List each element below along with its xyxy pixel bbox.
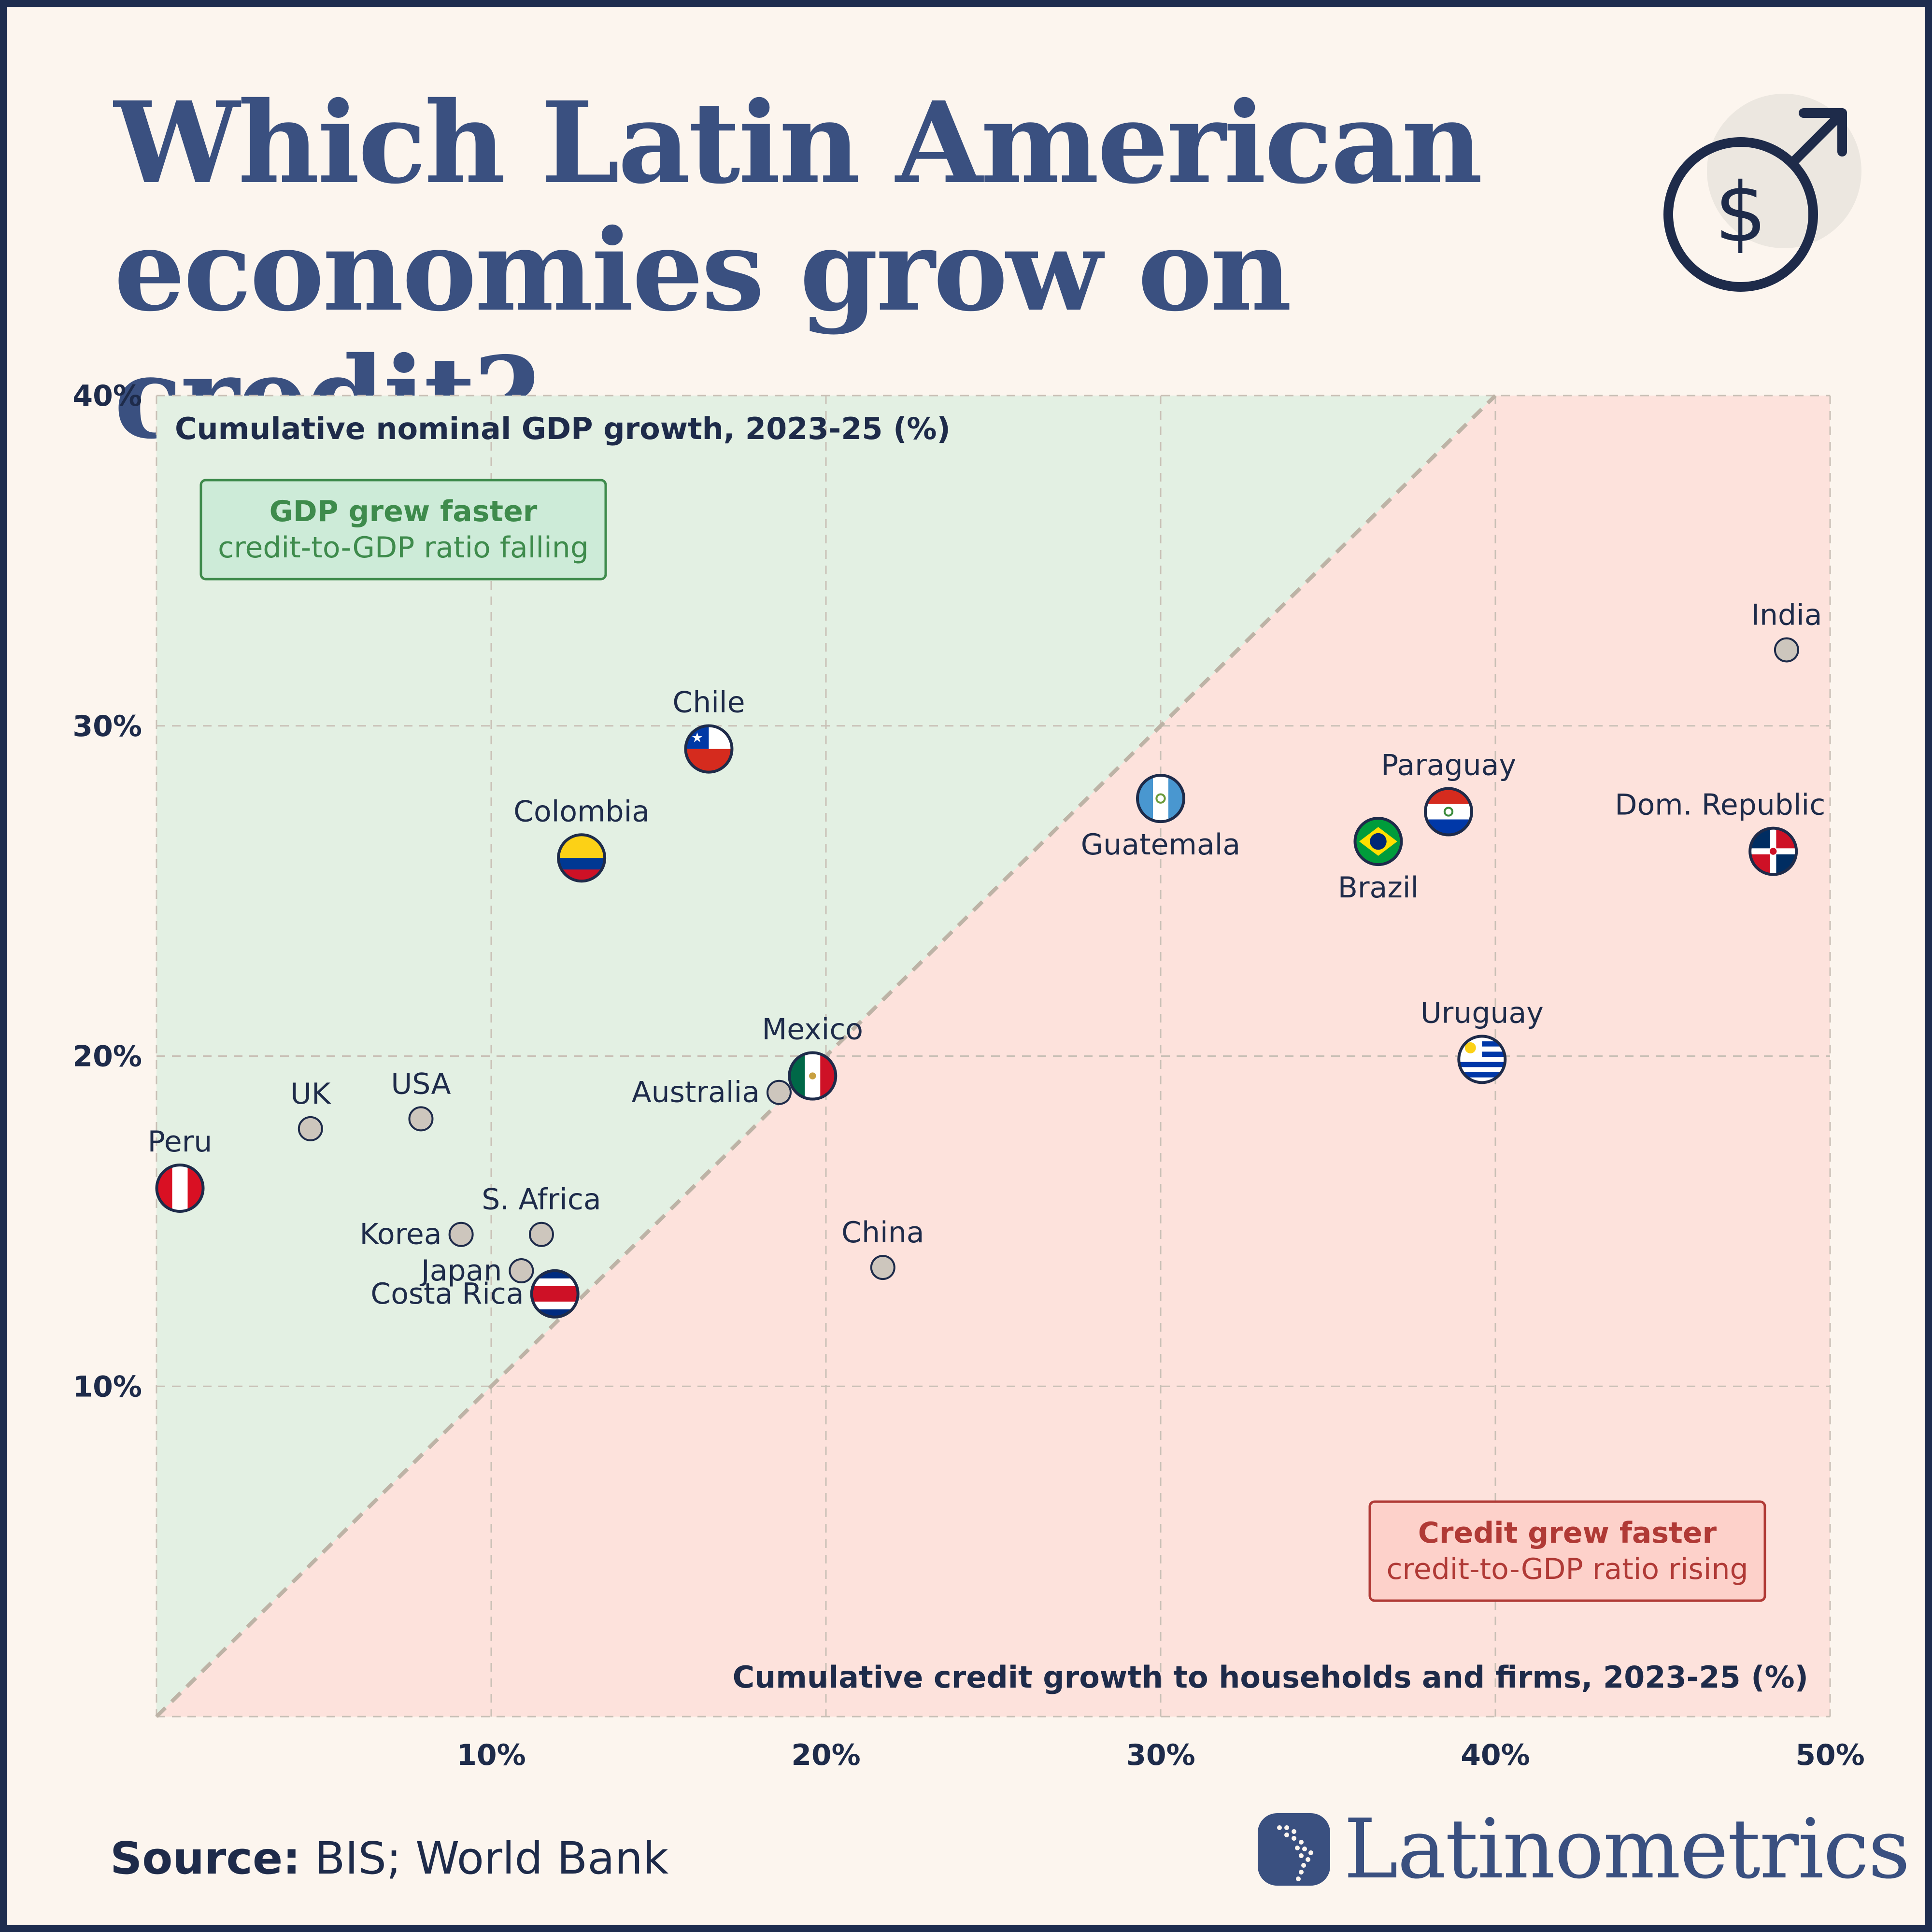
annotation-title: GDP grew faster — [270, 495, 538, 528]
annotation-subtitle: credit-to-GDP ratio rising — [1386, 1552, 1748, 1586]
point-marker — [298, 1116, 323, 1141]
source-label: Source: — [110, 1833, 301, 1884]
page-title: Which Latin American economies grow on c… — [114, 79, 1660, 462]
y-tick-label: 30% — [72, 710, 142, 743]
point-marker — [870, 1255, 895, 1280]
infographic-page: Which Latin American economies grow on c… — [7, 7, 1925, 1925]
point-label: S. Africa — [482, 1183, 601, 1217]
point-costa-rica: Costa Rica — [370, 1269, 580, 1319]
flag-outline — [530, 1269, 580, 1319]
point-brazil: Brazil — [1338, 817, 1419, 905]
point-korea: Korea — [360, 1218, 474, 1251]
grid-lines — [156, 395, 1831, 1718]
flag-outline — [1423, 787, 1473, 837]
point-japan: Japan — [419, 1254, 534, 1288]
point-label: Colombia — [513, 795, 650, 828]
annotation-subtitle: credit-to-GDP ratio falling — [218, 531, 589, 565]
point-label: Mexico — [762, 1013, 864, 1047]
x-tick-label: 20% — [791, 1738, 861, 1772]
flag-outline — [1748, 826, 1798, 876]
point-label: Dom. Republic — [1615, 788, 1825, 822]
point-label: Brazil — [1338, 871, 1419, 905]
point-label: Korea — [360, 1218, 442, 1251]
flag-outline — [1353, 817, 1403, 867]
point-usa: USA — [391, 1067, 451, 1132]
flag-outline — [1136, 774, 1185, 824]
point-s-africa: S. Africa — [482, 1183, 601, 1247]
annotation-title: Credit grew faster — [1418, 1516, 1717, 1550]
flag-outline — [557, 833, 607, 883]
brand-logo: Latinometrics — [1258, 1801, 1910, 1898]
annotation-box — [199, 479, 607, 581]
point-label: China — [841, 1216, 924, 1250]
brand-name: Latinometrics — [1344, 1802, 1910, 1897]
source-text: BIS; World Bank — [314, 1833, 669, 1884]
x-tick-label: 50% — [1795, 1738, 1865, 1772]
dollar-growth-icon: $ — [1663, 94, 1861, 292]
title-line-1: Which Latin American — [114, 77, 1483, 209]
point-india: India — [1751, 598, 1822, 663]
point-paraguay: Paraguay — [1381, 749, 1516, 837]
flag-outline — [788, 1051, 838, 1101]
point-uk: UK — [290, 1077, 331, 1141]
x-axis-title: Cumulative credit growth to households a… — [733, 1660, 1808, 1695]
x-tick-label: 30% — [1126, 1738, 1195, 1772]
point-marker — [408, 1106, 434, 1132]
point-marker — [1774, 637, 1799, 663]
point-guatemala: Guatemala — [1081, 774, 1240, 862]
scatter-chart: 10% 20% 30% 40% 50% 10% 20% 30% 40% Cumulative no… — [72, 379, 1865, 1772]
point-label: India — [1751, 598, 1822, 632]
point-label: USA — [391, 1067, 451, 1101]
point-marker — [448, 1222, 474, 1247]
y-tick-label: 20% — [72, 1040, 142, 1074]
point-china: China — [841, 1216, 924, 1280]
costa-rica-flag-icon — [531, 1270, 578, 1317]
data-points: ★ChileColombiaGuatemalaParaguayBrazilDom… — [148, 598, 1825, 1319]
point-australia: Australia — [632, 1076, 792, 1109]
point-label: Chile — [672, 686, 745, 720]
point-label: Japan — [419, 1254, 502, 1288]
point-dom-republic: Dom. Republic — [1615, 788, 1825, 876]
y-tick-label: 40% — [72, 379, 142, 413]
y-axis-title: Cumulative nominal GDP growth, 2023-25 (… — [175, 411, 951, 446]
x-tick-label: 10% — [456, 1738, 526, 1772]
point-label: Uruguay — [1421, 996, 1544, 1030]
point-label: Australia — [632, 1076, 760, 1109]
flag-outline — [155, 1164, 205, 1213]
point-marker — [509, 1258, 534, 1283]
y-tick-label: 10% — [72, 1370, 142, 1404]
flag-outline — [1457, 1035, 1507, 1084]
x-tick-label: 40% — [1461, 1738, 1530, 1772]
latin-america-map-icon — [1258, 1813, 1330, 1886]
point-marker — [766, 1080, 792, 1105]
flag-outline — [684, 724, 734, 774]
annotation-box — [1368, 1500, 1766, 1602]
point-label: Paraguay — [1381, 749, 1516, 782]
point-label: Peru — [148, 1125, 213, 1159]
point-label: Guatemala — [1081, 828, 1240, 862]
point-marker — [528, 1222, 554, 1247]
point-label: UK — [290, 1077, 331, 1111]
point-mexico: Mexico — [762, 1013, 864, 1101]
point-label: Costa Rica — [370, 1277, 524, 1311]
svg-text:$: $ — [1715, 165, 1767, 261]
source-note: Source: BIS; World Bank — [110, 1833, 668, 1884]
